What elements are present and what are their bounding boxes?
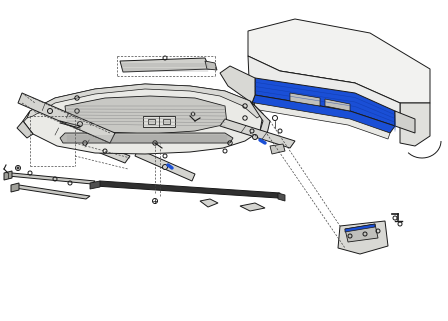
Polygon shape	[290, 93, 320, 106]
Polygon shape	[278, 193, 285, 201]
Circle shape	[52, 131, 57, 135]
Circle shape	[87, 144, 92, 150]
Polygon shape	[4, 171, 12, 180]
Polygon shape	[65, 96, 227, 134]
Polygon shape	[240, 203, 265, 211]
Circle shape	[60, 119, 64, 123]
Polygon shape	[148, 119, 155, 124]
Polygon shape	[280, 71, 355, 101]
Polygon shape	[220, 119, 295, 148]
Polygon shape	[25, 116, 130, 163]
Polygon shape	[95, 181, 280, 198]
Polygon shape	[400, 103, 430, 146]
Polygon shape	[200, 199, 218, 207]
Circle shape	[17, 167, 19, 169]
Polygon shape	[17, 121, 33, 138]
Circle shape	[253, 134, 258, 140]
Polygon shape	[18, 93, 115, 143]
Polygon shape	[220, 66, 255, 103]
Polygon shape	[163, 119, 170, 124]
Polygon shape	[252, 95, 395, 133]
Circle shape	[163, 164, 168, 169]
Circle shape	[47, 108, 52, 114]
Circle shape	[78, 122, 82, 126]
Polygon shape	[20, 111, 30, 126]
Polygon shape	[8, 173, 95, 184]
Polygon shape	[15, 185, 90, 199]
Polygon shape	[345, 224, 378, 242]
Polygon shape	[338, 221, 388, 254]
Polygon shape	[253, 103, 390, 139]
Polygon shape	[27, 84, 263, 118]
Polygon shape	[325, 99, 350, 111]
Polygon shape	[205, 61, 217, 70]
Polygon shape	[232, 103, 255, 111]
Polygon shape	[255, 78, 395, 126]
Polygon shape	[345, 224, 375, 232]
Polygon shape	[135, 149, 195, 181]
Polygon shape	[250, 101, 270, 134]
Polygon shape	[248, 19, 430, 103]
Polygon shape	[143, 116, 175, 127]
Polygon shape	[270, 144, 285, 154]
Polygon shape	[60, 133, 233, 143]
Polygon shape	[90, 181, 100, 189]
Polygon shape	[395, 111, 415, 133]
Polygon shape	[248, 56, 400, 126]
Polygon shape	[120, 58, 210, 72]
Polygon shape	[23, 84, 263, 154]
Polygon shape	[11, 183, 19, 192]
